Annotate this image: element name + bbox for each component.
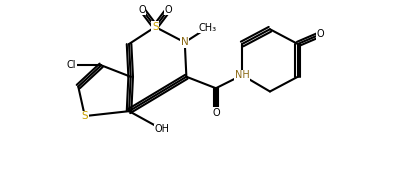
Text: OH: OH	[154, 124, 169, 134]
Text: O: O	[138, 5, 146, 15]
Text: O: O	[164, 5, 172, 15]
Text: S: S	[81, 111, 88, 121]
Text: O: O	[212, 108, 220, 118]
Text: S: S	[152, 22, 158, 32]
Text: N: N	[181, 37, 189, 47]
Text: O: O	[317, 29, 324, 39]
Text: CH₃: CH₃	[199, 23, 217, 33]
Text: NH: NH	[235, 70, 249, 80]
Text: Cl: Cl	[67, 60, 77, 70]
